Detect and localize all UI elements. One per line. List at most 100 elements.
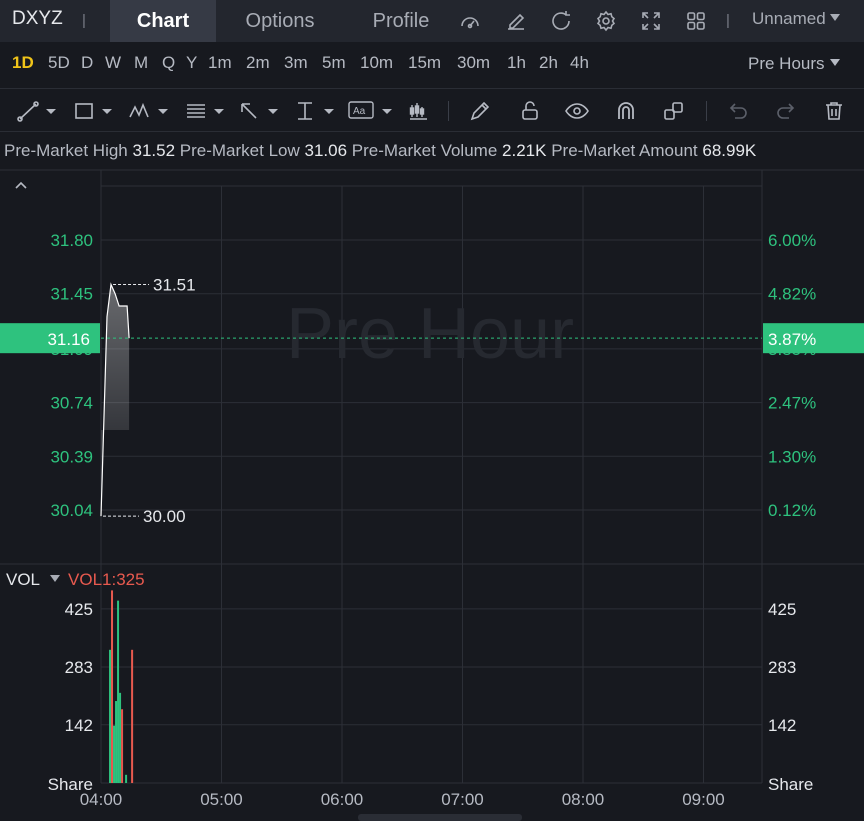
top-header: DXYZ | Chart Options Profile | Unnamed (0, 0, 864, 42)
text-icon[interactable]: Aa (348, 99, 394, 123)
interval-d[interactable]: D (81, 53, 94, 72)
current-percent-badge (763, 323, 864, 354)
interval-y[interactable]: Y (186, 53, 198, 72)
time-tick-label: 07:00 (441, 790, 484, 809)
layout-selector[interactable]: Unnamed (752, 9, 840, 29)
interval-2m[interactable]: 2m (246, 53, 270, 72)
time-tick-label: 09:00 (682, 790, 725, 809)
header-divider: | (82, 12, 86, 29)
rectangle-icon[interactable] (72, 99, 114, 123)
time-tick-label: 08:00 (562, 790, 605, 809)
volume-unit-label: Share (768, 775, 813, 794)
candles-icon[interactable] (406, 99, 430, 123)
volume-bar (131, 649, 134, 783)
percent-tick-label: 4.82% (768, 285, 816, 304)
refresh-icon[interactable] (549, 9, 573, 33)
volume-tick-label: 425 (768, 600, 796, 619)
volume-bar (113, 725, 116, 783)
percent-tick-label: 3.85% (768, 340, 816, 359)
grid-icon[interactable] (684, 9, 708, 33)
interval-q[interactable]: Q (162, 53, 176, 72)
interval-30m[interactable]: 30m (457, 53, 491, 72)
interval-w[interactable]: W (105, 53, 122, 72)
volume-bar (109, 649, 112, 783)
svg-text:Aa: Aa (353, 106, 366, 117)
chevron-down-icon (829, 59, 840, 66)
session-selector[interactable]: Pre Hours (748, 54, 840, 74)
volume-indicator-name: VOL (6, 570, 41, 589)
price-tick-label: 30.74 (50, 394, 93, 413)
magnet-icon[interactable] (614, 99, 638, 123)
volume-bar (121, 709, 124, 783)
toolbar-divider (448, 101, 449, 121)
current-price-badge (0, 323, 100, 354)
chevron-up-icon[interactable] (12, 178, 30, 192)
horizontal-scrollbar (358, 814, 522, 821)
current-percent-label: 3.87% (768, 330, 816, 349)
interval-1h[interactable]: 1h (507, 53, 526, 72)
interval-4h[interactable]: 4h (570, 53, 589, 72)
interval-10m[interactable]: 10m (360, 53, 394, 72)
price-tick-label: 31.45 (50, 285, 93, 304)
interval-5m[interactable]: 5m (322, 53, 346, 72)
undo-icon[interactable] (726, 99, 750, 123)
time-tick-label: 06:00 (321, 790, 364, 809)
time-tick-label: 04:00 (80, 790, 123, 809)
volume-bar (117, 600, 120, 783)
interval-5d[interactable]: 5D (48, 53, 70, 72)
pattern-icon[interactable] (128, 99, 170, 123)
copy-icon[interactable] (662, 99, 686, 123)
fibonacci-icon[interactable] (184, 99, 226, 123)
toolbar-divider (706, 101, 707, 121)
session-watermark: Pre Hour (286, 294, 574, 374)
pre-market-summary: Pre-Market High 31.52 Pre-Market Low 31.… (4, 141, 756, 161)
gear-icon[interactable] (594, 9, 618, 33)
percent-tick-label: 0.12% (768, 501, 816, 520)
amount-value: 68.99K (702, 141, 757, 160)
volume-tick-label: 142 (768, 716, 796, 735)
price-area-fill (101, 284, 130, 517)
speedometer-icon[interactable] (458, 9, 482, 33)
volume-label: Pre-Market Volume (351, 141, 498, 160)
volume-tick-label: 283 (768, 658, 796, 677)
pencil-icon[interactable] (468, 99, 492, 123)
tab-options[interactable]: Options (245, 10, 315, 32)
chevron-down-icon (829, 14, 840, 21)
fullscreen-icon[interactable] (639, 9, 663, 33)
trash-icon[interactable] (822, 99, 846, 123)
interval-3m[interactable]: 3m (284, 53, 308, 72)
edit-icon[interactable] (504, 9, 528, 33)
measure-icon[interactable] (294, 99, 336, 123)
volume-value: 2.21K (502, 141, 547, 160)
session-label: Pre Hours (748, 54, 825, 73)
volume-bar (119, 692, 122, 783)
tab-chart[interactable]: Chart (110, 0, 216, 42)
arrow-icon[interactable] (238, 99, 280, 123)
volume-legend[interactable]: VOL VOL1:325 (6, 570, 145, 590)
drawing-toolbar: Aa (0, 88, 864, 132)
volume-legend-value: VOL1:325 (68, 570, 145, 589)
high-marker-label: 31.51 (153, 275, 196, 294)
lock-icon[interactable] (518, 99, 542, 123)
interval-m[interactable]: M (134, 53, 149, 72)
chevron-down-icon[interactable] (50, 575, 61, 582)
interval-2h[interactable]: 2h (539, 53, 558, 72)
interval-1d[interactable]: 1D (12, 53, 34, 72)
volume-tick-label: 142 (65, 716, 93, 735)
tab-profile[interactable]: Profile (372, 10, 430, 32)
low-marker-label: 30.00 (143, 507, 186, 526)
percent-tick-label: 1.30% (768, 447, 816, 466)
interval-15m[interactable]: 15m (408, 53, 442, 72)
volume-bar (125, 774, 128, 783)
price-tick-label: 30.39 (50, 447, 93, 466)
eye-icon[interactable] (564, 99, 590, 123)
volume-unit-label: Share (48, 775, 93, 794)
interval-1m[interactable]: 1m (208, 53, 232, 72)
redo-icon[interactable] (774, 99, 798, 123)
volume-tick-label: 425 (65, 600, 93, 619)
amount-label: Pre-Market Amount (551, 141, 698, 160)
price-tick-label: 31.09 (50, 340, 93, 359)
price-line (100, 282, 130, 517)
trendline-icon[interactable] (16, 99, 58, 123)
ticker-symbol[interactable]: DXYZ (12, 8, 63, 29)
